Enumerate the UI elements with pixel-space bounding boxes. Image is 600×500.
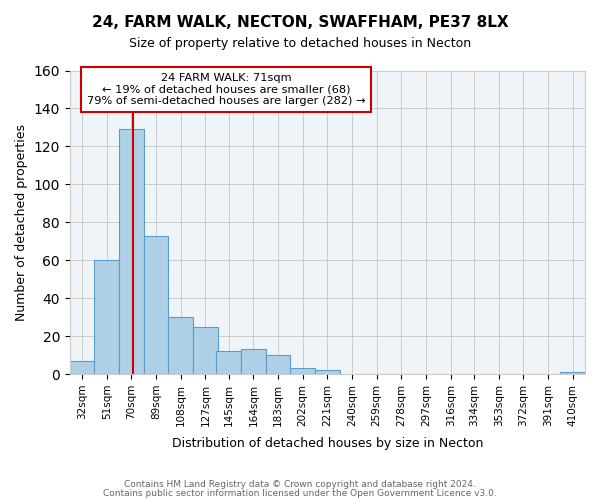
X-axis label: Distribution of detached houses by size in Necton: Distribution of detached houses by size …: [172, 437, 483, 450]
Bar: [169, 317, 193, 374]
Bar: [144, 236, 169, 374]
Bar: [94, 260, 119, 374]
Text: Size of property relative to detached houses in Necton: Size of property relative to detached ho…: [129, 38, 471, 51]
Text: Contains HM Land Registry data © Crown copyright and database right 2024.: Contains HM Land Registry data © Crown c…: [124, 480, 476, 489]
Bar: [241, 350, 266, 374]
Bar: [290, 368, 315, 374]
Bar: [266, 355, 290, 374]
Bar: [193, 326, 218, 374]
Text: Contains public sector information licensed under the Open Government Licence v3: Contains public sector information licen…: [103, 489, 497, 498]
Bar: [70, 361, 94, 374]
Y-axis label: Number of detached properties: Number of detached properties: [15, 124, 28, 321]
Bar: [217, 352, 241, 374]
Bar: [119, 130, 144, 374]
Bar: [315, 370, 340, 374]
Text: 24, FARM WALK, NECTON, SWAFFHAM, PE37 8LX: 24, FARM WALK, NECTON, SWAFFHAM, PE37 8L…: [92, 15, 508, 30]
Text: 24 FARM WALK: 71sqm
← 19% of detached houses are smaller (68)
79% of semi-detach: 24 FARM WALK: 71sqm ← 19% of detached ho…: [87, 73, 365, 106]
Bar: [560, 372, 585, 374]
